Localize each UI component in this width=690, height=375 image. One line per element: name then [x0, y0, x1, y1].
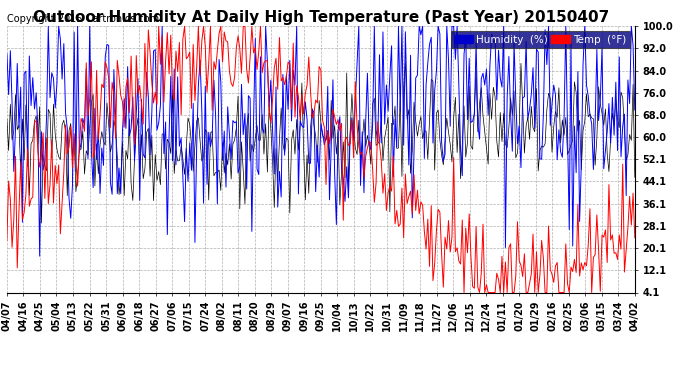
Legend: Humidity  (%), Temp  (°F): Humidity (%), Temp (°F) [451, 32, 629, 48]
Text: Copyright 2015 Cartronics.com: Copyright 2015 Cartronics.com [7, 13, 159, 24]
Title: Outdoor Humidity At Daily High Temperature (Past Year) 20150407: Outdoor Humidity At Daily High Temperatu… [32, 10, 609, 25]
